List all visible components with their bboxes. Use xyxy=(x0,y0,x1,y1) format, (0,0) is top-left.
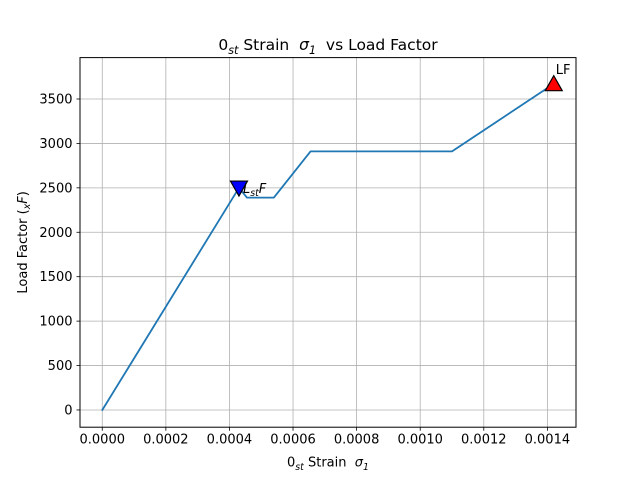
y-tick-label: 0 xyxy=(64,403,72,418)
y-tick-label: 1500 xyxy=(39,270,72,285)
y-tick-label: 2000 xyxy=(39,226,72,241)
chart-title: 0st Strain σ1 vs Load Factor xyxy=(218,36,438,57)
load-factor-marker-label: LF xyxy=(556,63,571,78)
marker-annotations: LstF LF xyxy=(243,63,571,199)
x-tick-label: 0.0006 xyxy=(270,433,316,448)
x-tick-label: 0.0008 xyxy=(334,433,380,448)
x-tick-marks xyxy=(101,427,548,431)
y-axis-label: Load Factor (xF) xyxy=(16,191,33,293)
x-tick-label: 0.0004 xyxy=(207,433,253,448)
x-axis-label: 0st Strain σ1 xyxy=(287,456,369,473)
y-tick-label: 1000 xyxy=(39,315,72,330)
data-markers xyxy=(229,74,564,198)
vertical-gridlines xyxy=(101,57,548,428)
y-tick-label: 3000 xyxy=(39,137,72,152)
data-series xyxy=(101,83,555,411)
series-line-load-path xyxy=(101,83,555,411)
x-tick-label: 0.0000 xyxy=(80,433,126,448)
y-tick-labels: 0 500 1000 1500 2000 2500 3000 3500 xyxy=(39,93,72,419)
first-limit-marker-triangle-down-icon xyxy=(229,180,249,198)
x-tick-label: 0.0012 xyxy=(461,433,507,448)
y-tick-label: 2500 xyxy=(39,181,72,196)
y-tick-label: 500 xyxy=(48,359,73,374)
x-tick-label: 0.0010 xyxy=(397,433,443,448)
y-tick-marks xyxy=(76,98,80,411)
plot-border xyxy=(79,57,577,428)
x-tick-label: 0.0002 xyxy=(143,433,189,448)
y-tick-label: 3500 xyxy=(39,93,72,108)
x-tick-label: 0.0014 xyxy=(525,433,571,448)
load-factor-marker-triangle-up-icon xyxy=(544,74,564,92)
first-limit-marker-label: LstF xyxy=(243,182,267,199)
x-tick-labels: 0.0000 0.0002 0.0004 0.0006 0.0008 0.0010 0.00… xyxy=(80,433,571,448)
horizontal-gridlines xyxy=(80,98,576,411)
